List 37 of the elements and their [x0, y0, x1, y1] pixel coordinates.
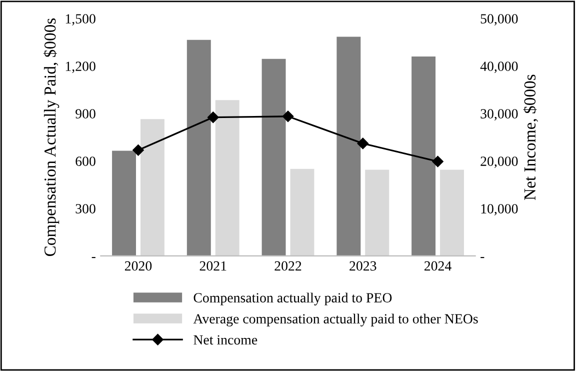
bar	[412, 56, 436, 256]
bar	[112, 150, 136, 256]
point	[432, 156, 444, 168]
y2-tick-label: 10,000	[481, 204, 518, 216]
y2-tick-label: 20,000	[480, 156, 518, 168]
x-tick-label: 2021	[200, 261, 226, 271]
y2-tick-label: -	[480, 257, 484, 258]
legend-label: Compensation actually paid to PEO	[194, 292, 392, 306]
y-tick-label: 900	[76, 109, 96, 118]
bar	[336, 36, 361, 256]
legend-label: Average compensation actually paid to other NEOs	[193, 314, 478, 326]
y2-tick-label: 50,000	[480, 14, 518, 26]
y-tick-label: -	[92, 257, 96, 258]
point	[208, 112, 219, 123]
bar	[186, 40, 211, 256]
x-tick-label: 2024	[424, 261, 452, 271]
y2-tick-label: 30,000	[480, 109, 518, 120]
y-tick-label: 1,500	[66, 14, 96, 26]
x-tick-label: 2023	[350, 261, 376, 271]
bar	[215, 100, 240, 256]
point	[132, 144, 144, 156]
legend-label: Net income	[194, 335, 258, 345]
x-tick-label: 2022	[274, 261, 302, 271]
bar	[140, 119, 164, 256]
x-tick-label: 2020	[124, 261, 152, 271]
bar	[262, 58, 286, 256]
bar	[290, 168, 314, 256]
y-tick-label: 300	[76, 204, 96, 214]
y2-tick-label: 40,000	[480, 62, 518, 73]
y2-axis-title: Net Income, $000s	[523, 74, 538, 200]
bar	[440, 170, 464, 256]
y-tick-label: 1,200	[66, 62, 96, 73]
point	[357, 138, 368, 150]
point	[282, 110, 294, 122]
y-tick-label: 600	[76, 156, 96, 166]
y-axis-title: Compensation Actually Paid, $000s	[43, 18, 60, 256]
bar	[365, 170, 390, 256]
